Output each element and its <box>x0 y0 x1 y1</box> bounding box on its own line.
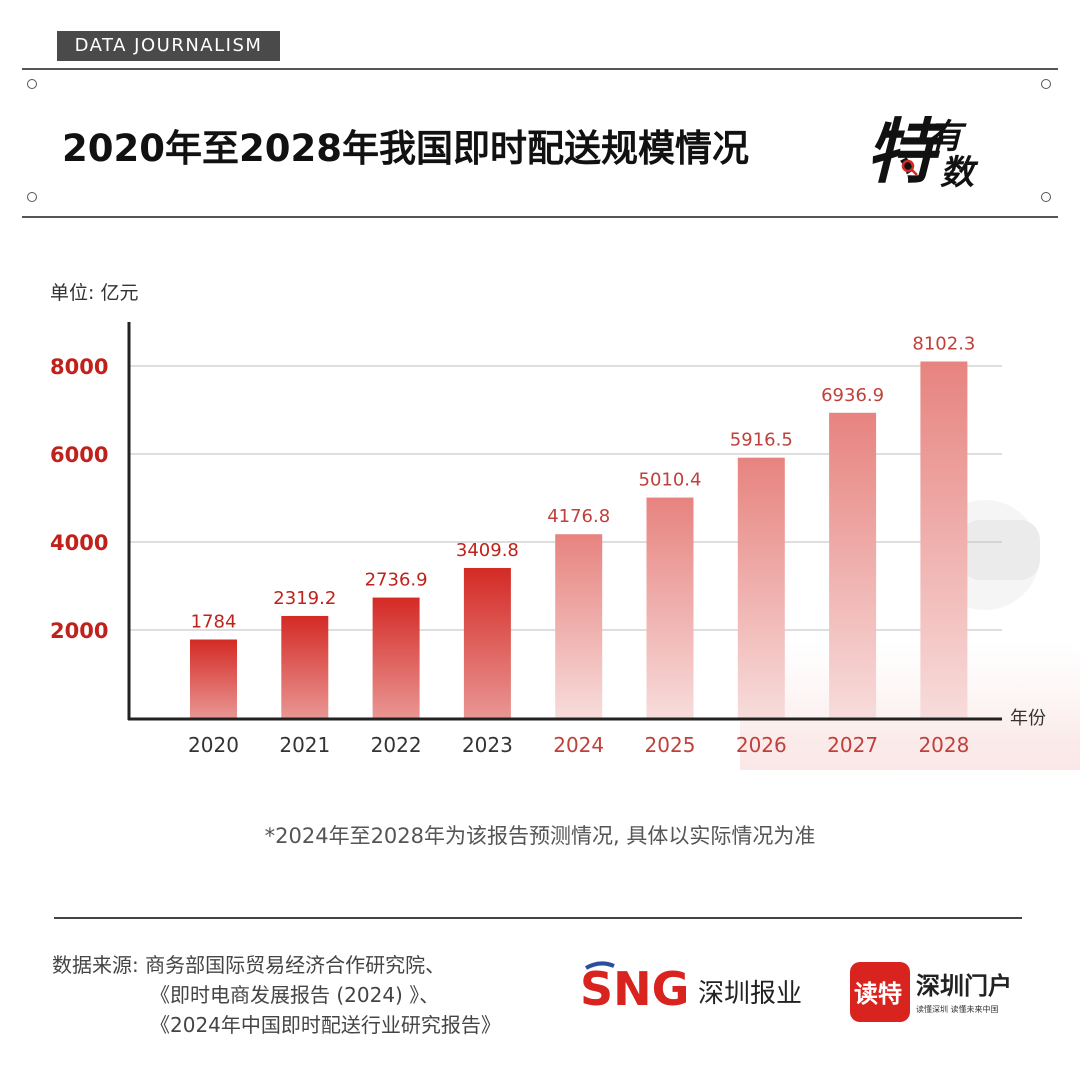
bar-2021 <box>281 615 329 718</box>
brand-logo-char: 有 <box>928 117 967 157</box>
bar-2023 <box>463 567 511 718</box>
x-tick-label: 2025 <box>645 733 696 757</box>
y-tick-label: 2000 <box>50 619 108 643</box>
bar-2025 <box>646 497 694 718</box>
value-label: 2319.2 <box>273 588 336 609</box>
bar-2024 <box>555 534 603 718</box>
source-text: 数据来源: 商务部国际贸易经济合作研究院、 《即时电商发展报告 (2024) 》… <box>52 950 501 1040</box>
y-tick-label: 8000 <box>50 355 108 379</box>
bar-2020 <box>190 639 237 718</box>
corner-dot <box>1041 192 1051 202</box>
bottom-rule <box>22 216 1058 218</box>
y-unit-label: 单位: 亿元 <box>50 282 139 304</box>
value-label: 1784 <box>191 612 237 633</box>
value-label: 5916.5 <box>730 430 793 451</box>
x-tick-label: 2026 <box>736 733 787 757</box>
source-line: 《2024年中国即时配送行业研究报告》 <box>150 1013 501 1037</box>
bar-2028 <box>920 361 968 718</box>
bar-2027 <box>829 412 877 718</box>
value-label: 4176.8 <box>547 506 610 527</box>
top-rule <box>22 68 1058 70</box>
sng-text: 深圳报业 <box>698 979 802 1009</box>
x-tick-label: 2022 <box>371 733 422 757</box>
brand-logo-char: 数 <box>940 153 979 190</box>
y-tick-label: 6000 <box>50 443 108 467</box>
x-unit-label: 年份 <box>1010 708 1046 729</box>
brand-logo: 特 有 数 <box>866 111 979 190</box>
source-line: 数据来源: 商务部国际贸易经济合作研究院、 <box>52 953 446 977</box>
sng-mark: SNG <box>580 962 689 1016</box>
chart-title: 2020年至2028年我国即时配送规模情况 <box>62 127 749 170</box>
footer-rule <box>54 917 1022 919</box>
x-tick-label: 2023 <box>462 733 513 757</box>
value-label: 8102.3 <box>912 333 975 354</box>
source-line: 《即时电商发展报告 (2024) 》、 <box>150 983 440 1007</box>
dute-logo: 读特 深圳门户 读懂深圳 读懂未来中国 <box>850 962 1012 1022</box>
x-tick-label: 2028 <box>918 733 969 757</box>
dute-subtext: 读懂深圳 读懂未来中国 <box>916 1004 999 1014</box>
corner-dot <box>1041 79 1051 89</box>
dute-text: 深圳门户 <box>916 972 1012 1000</box>
y-tick-label: 4000 <box>50 531 108 555</box>
value-label: 3409.8 <box>456 540 519 561</box>
brand-logo-char: 特 <box>866 111 945 190</box>
bar-2026 <box>737 457 785 718</box>
x-tick-label: 2027 <box>827 733 878 757</box>
bar-2022 <box>372 597 420 718</box>
courier-illustration <box>740 500 1080 770</box>
corner-dot <box>27 192 37 202</box>
bar-chart: 1784 2319.2 2736.9 3409.8 4176.8 5010.4 5916.5… <box>50 322 1080 770</box>
value-label: 6936.9 <box>821 385 884 406</box>
value-label: 5010.4 <box>639 470 702 491</box>
value-label: 2736.9 <box>365 570 428 591</box>
magnifier-icon <box>901 159 915 173</box>
section-tag: DATA JOURNALISM <box>57 31 280 61</box>
sng-logo: SNG 深圳报业 <box>580 961 802 1016</box>
corner-dot <box>27 79 37 89</box>
x-tick-label: 2020 <box>188 733 239 757</box>
footnote: *2024年至2028年为该报告预测情况, 具体以实际情况为准 <box>264 824 816 848</box>
x-tick-label: 2024 <box>553 733 604 757</box>
dute-mark: 读特 <box>854 980 902 1008</box>
x-tick-label: 2021 <box>279 733 330 757</box>
